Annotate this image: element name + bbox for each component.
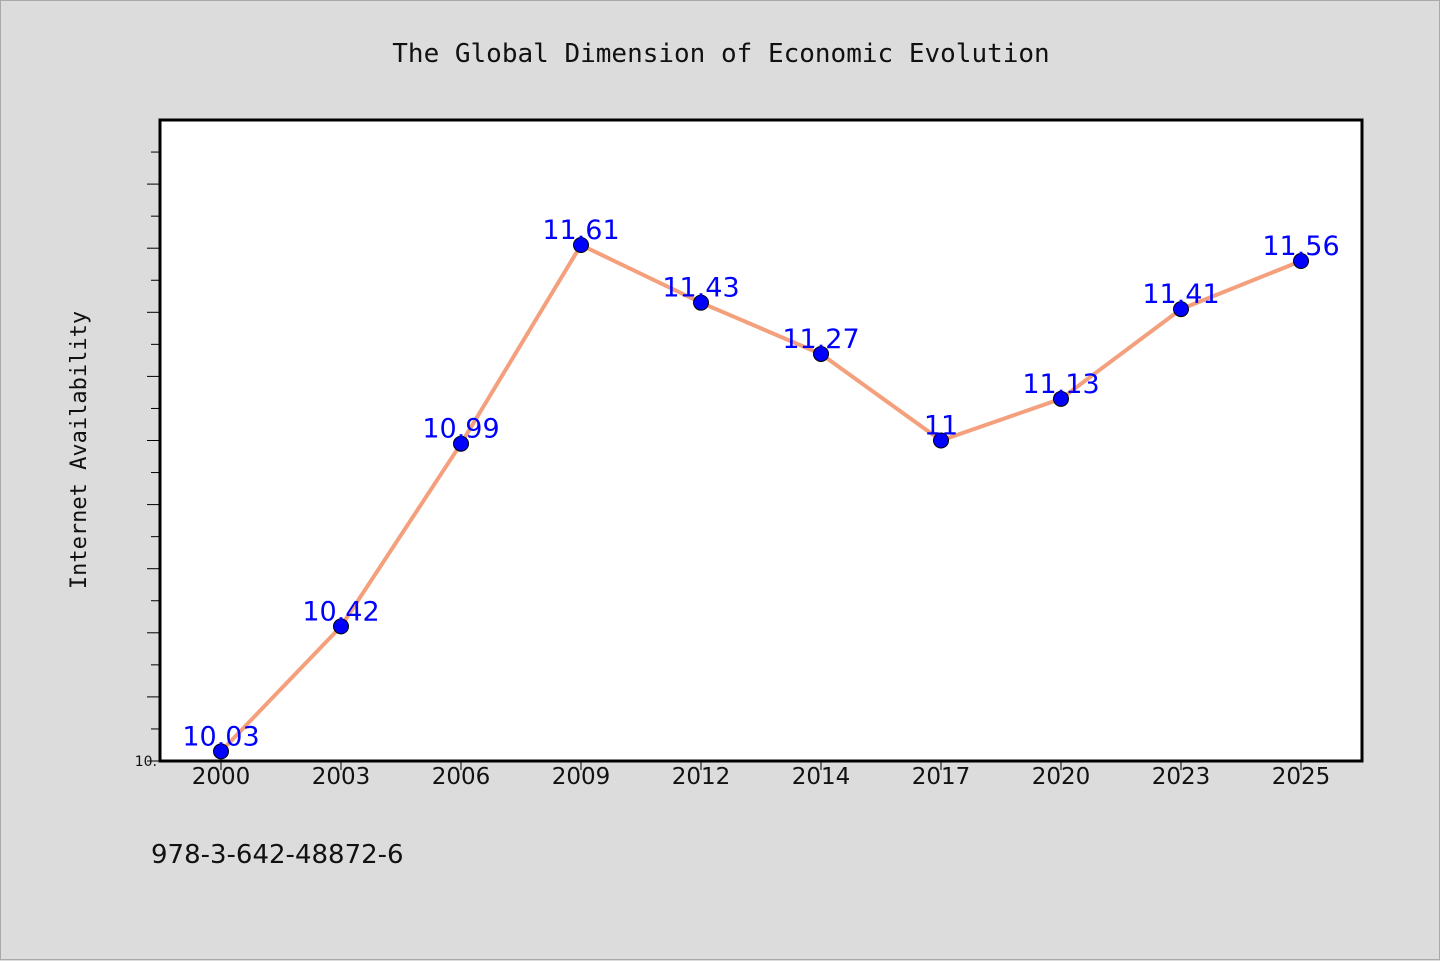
x-tick-label: 2003 [312,764,371,790]
y-axis-ticks: 10. [135,151,160,770]
data-label-2025: 11.56 [1262,231,1339,262]
data-point-2014 [813,345,829,362]
data-label-2012: 11.43 [662,273,739,304]
series-line [219,243,1303,754]
series-line-group [219,243,1303,754]
data-point-2006 [453,435,469,452]
x-tick-label: 2017 [912,764,971,790]
data-point-2017 [933,432,949,449]
data-label-2003: 10.42 [302,596,379,627]
data-point-2023 [1173,301,1189,318]
x-tick-label: 2006 [432,764,491,790]
x-tick-label: 2025 [1272,764,1331,790]
x-tick-label: 2009 [552,764,611,790]
data-points [213,236,1309,760]
data-label-2023: 11.41 [1142,279,1219,310]
data-point-2009 [573,236,589,253]
data-label-2014: 11.27 [782,324,859,355]
data-label-2000: 10.03 [182,721,259,752]
data-label-2020: 11.13 [1022,369,1099,400]
data-point-2012 [693,294,709,311]
y-axis-label: Internet Availability [67,311,92,589]
data-label-2009: 11.61 [542,215,619,246]
data-point-2003 [333,618,349,635]
x-tick-label: 2023 [1152,764,1211,790]
data-label-2017: 11 [924,411,958,442]
data-labels: 10.03 10.42 10.99 11.61 11.43 11.27 11 11.13 11.… [182,215,1339,752]
data-point-2000 [213,743,229,760]
footer-code: 978-3-642-48872-6 [151,840,404,870]
data-label-2006: 10.99 [422,414,499,445]
x-tick-label: 2012 [672,764,731,790]
y-tick-label: 10. [135,754,157,770]
data-point-2025 [1293,253,1309,270]
chart-title: The Global Dimension of Economic Evoluti… [392,39,1049,69]
x-tick-label: 2020 [1032,764,1091,790]
plot-area [158,118,1364,763]
data-point-2020 [1053,390,1069,407]
x-tick-label: 2014 [792,764,851,790]
x-tick-label: 2000 [192,764,251,790]
x-axis-ticks: 2000 2003 2006 2009 2012 2014 2017 2020 2023 2025 [192,761,1331,790]
